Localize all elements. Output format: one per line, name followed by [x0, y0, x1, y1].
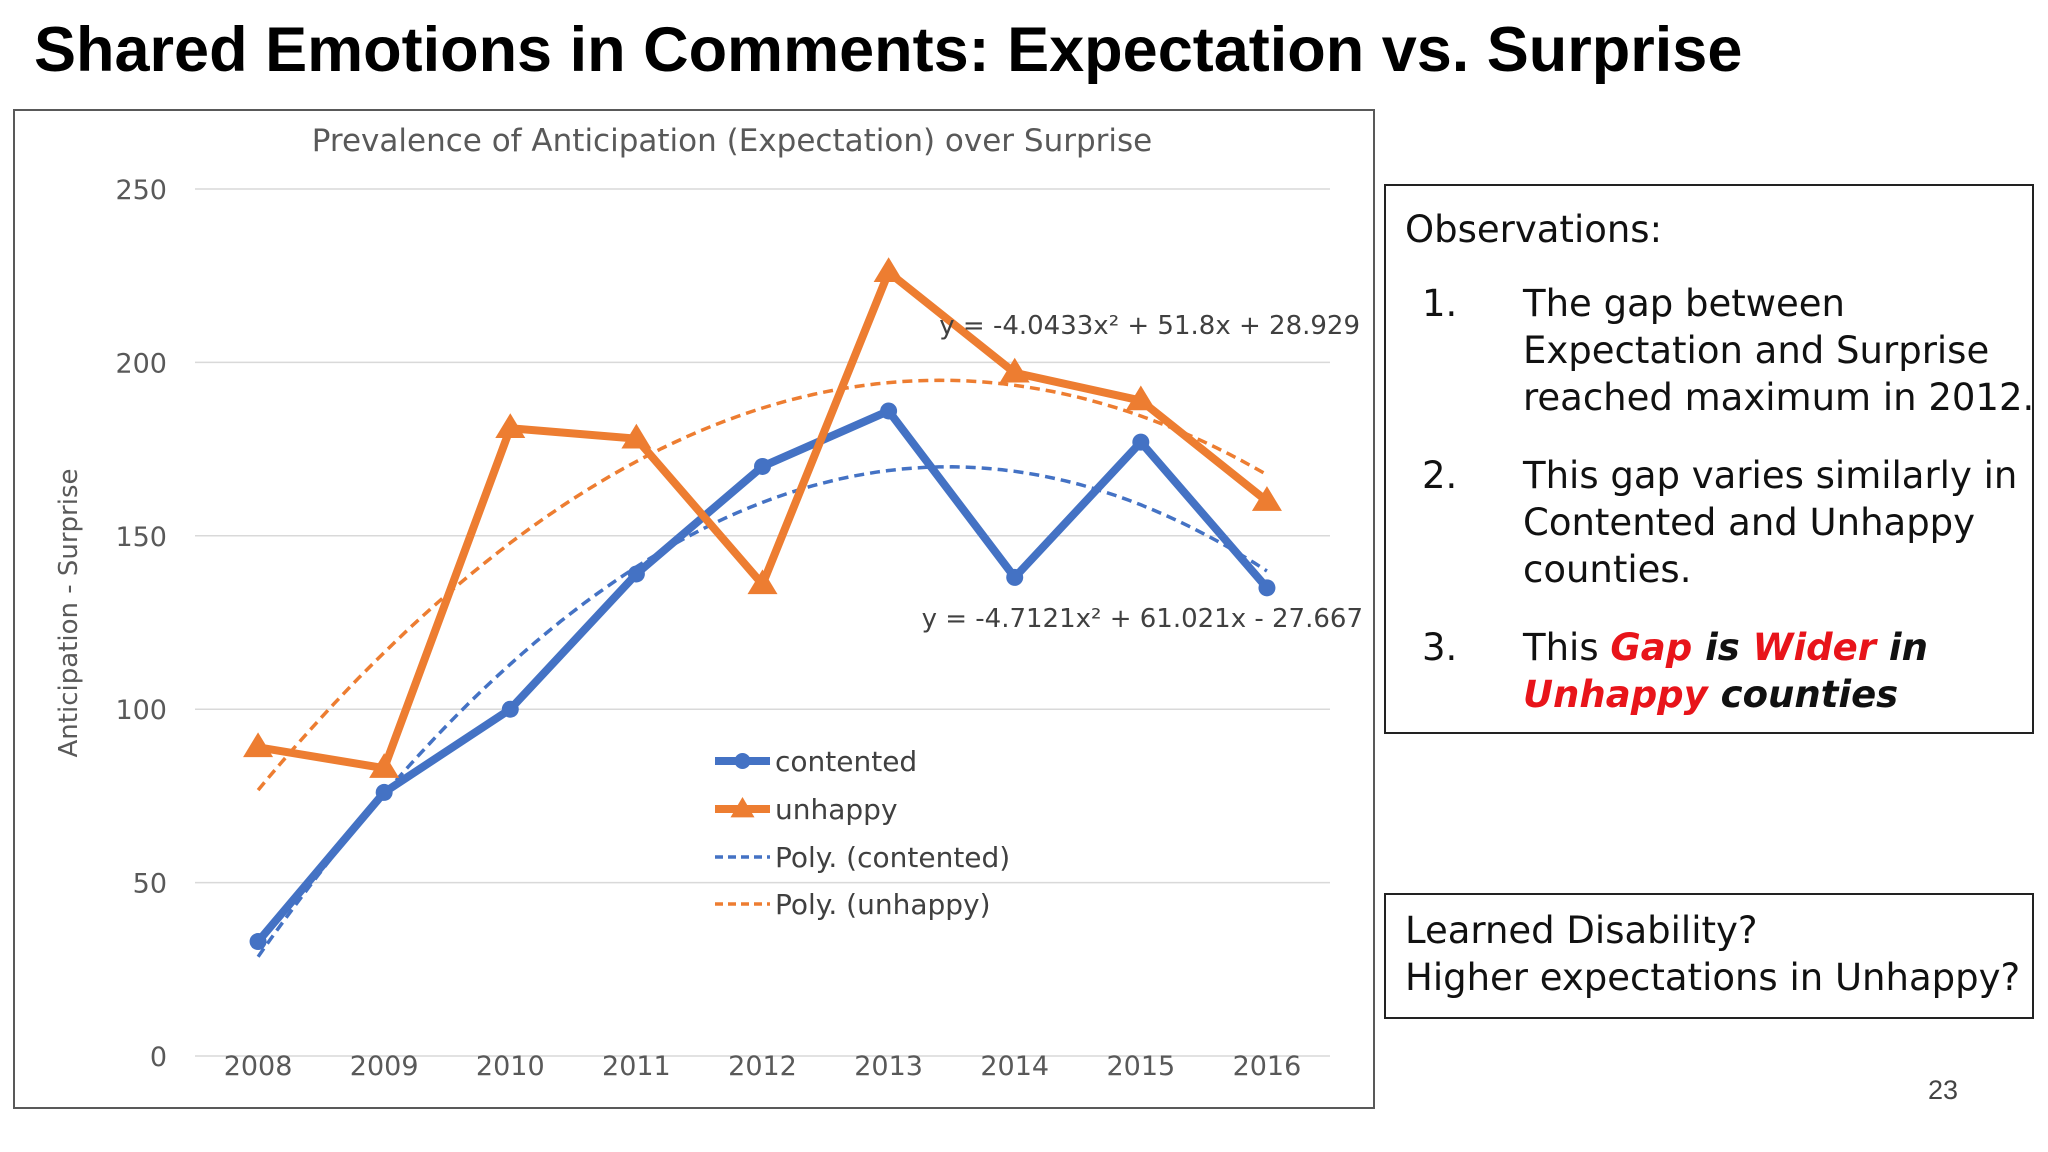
x-tick-label: 2016 [1233, 1051, 1302, 1082]
text-part: counties [1707, 673, 1899, 716]
y-tick-label: 0 [150, 1042, 167, 1073]
data-point-unhappy [873, 257, 904, 282]
highlight-gap: Gap [1610, 626, 1693, 669]
data-point-contented [1132, 433, 1150, 451]
data-point-unhappy [369, 753, 400, 778]
observations-box: Observations: 1. The gap between Expecta… [1384, 184, 2034, 734]
legend-marker [734, 753, 751, 769]
higher-expectations-question: Higher expectations in Unhappy? [1405, 956, 2021, 999]
data-point-unhappy [747, 569, 778, 595]
y-tick-label: 150 [115, 522, 167, 553]
x-tick-label: 2009 [350, 1051, 419, 1082]
legend-label: unhappy [775, 793, 898, 826]
legend-label: Poly. (unhappy) [775, 888, 991, 921]
slide-title: Shared Emotions in Comments: Expectation… [34, 15, 1743, 85]
trendline-equation-unhappy: y = -4.0433x² + 51.8x + 28.929 [939, 311, 1360, 341]
y-tick-label: 200 [115, 348, 167, 379]
series-line-unhappy [254, 268, 1271, 773]
y-tick-label: 50 [133, 869, 167, 900]
observation-text: The gap between Expectation and Surprise… [1523, 282, 2035, 419]
line-chart: Prevalence of Anticipation (Expectation)… [54, 123, 1363, 1082]
trendline-unhappy [256, 378, 1268, 792]
data-point-contented [375, 783, 393, 801]
data-point-contented [627, 565, 645, 583]
page-number: 23 [1928, 1075, 1959, 1105]
data-point-contented [754, 457, 771, 475]
learned-disability-box: Learned Disability? Higher expectations … [1384, 893, 2034, 1019]
chart-frame: Prevalence of Anticipation (Expectation)… [13, 109, 1375, 1109]
x-tick-label: 2010 [476, 1051, 545, 1082]
y-tick-label: 100 [115, 695, 167, 726]
y-axis-label: Anticipation - Surprise [54, 469, 84, 758]
observations-heading: Observations: [1405, 208, 1663, 251]
trendline-equation-contented: y = -4.7121x² + 61.021x - 27.667 [922, 604, 1363, 634]
highlight-wider: Wider [1752, 626, 1876, 669]
y-tick-label: 250 [115, 175, 167, 206]
series-line-contented [254, 406, 1271, 946]
highlight-unhappy: Unhappy [1523, 673, 1708, 716]
data-point-unhappy [999, 357, 1030, 383]
observation-text: This Gap is Wider in Unhappy counties [1523, 624, 2043, 718]
observation-text: This gap varies similarly in Contented a… [1523, 454, 2018, 591]
x-tick-label: 2012 [728, 1051, 797, 1082]
x-tick-label: 2013 [854, 1051, 923, 1082]
data-point-unhappy [1125, 385, 1156, 411]
x-tick-label: 2014 [980, 1051, 1049, 1082]
data-point-contented [880, 402, 898, 420]
legend-label: Poly. (contented) [775, 841, 1010, 874]
legend-label: contented [775, 745, 917, 778]
data-point-unhappy [621, 423, 652, 449]
x-tick-label: 2015 [1106, 1051, 1175, 1082]
observation-number: 3. [1422, 626, 1458, 669]
text-part: in [1876, 626, 1928, 669]
text-part: is [1692, 626, 1753, 669]
data-point-contented [501, 700, 519, 718]
x-tick-label: 2008 [224, 1051, 293, 1082]
data-point-contented [1258, 579, 1276, 597]
legend-marker [730, 797, 755, 818]
learned-disability-question: Learned Disability? [1405, 909, 1758, 952]
observation-number: 2. [1422, 454, 1458, 497]
observation-number: 1. [1422, 282, 1458, 325]
data-point-unhappy [243, 732, 274, 758]
data-point-unhappy [495, 413, 526, 439]
text-part: This [1523, 626, 1611, 669]
data-point-contented [249, 933, 267, 951]
x-tick-label: 2011 [602, 1051, 671, 1082]
data-point-contented [1006, 568, 1024, 586]
chart-title: Prevalence of Anticipation (Expectation)… [312, 123, 1152, 159]
data-point-unhappy [1251, 486, 1282, 511]
